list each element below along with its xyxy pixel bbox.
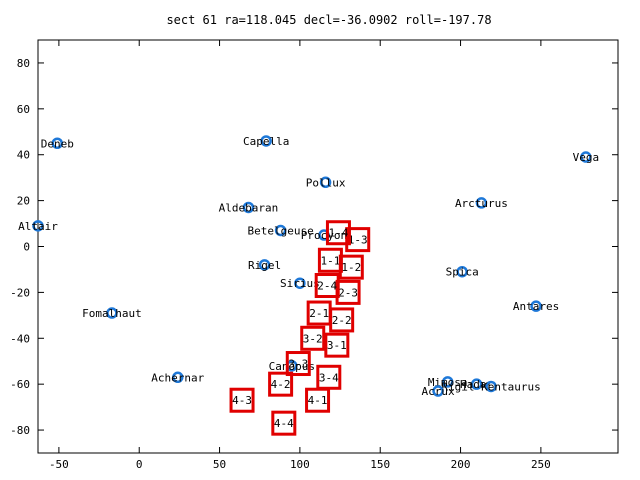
star-marker <box>319 176 332 189</box>
star-marker <box>274 224 287 237</box>
star-marker <box>32 220 44 232</box>
star-label: Achernar <box>151 371 204 384</box>
star-marker <box>242 201 255 214</box>
sector-label: 3-1 <box>327 339 347 352</box>
star-label: Acrux <box>421 385 454 398</box>
x-tick-label: 100 <box>290 458 310 471</box>
sector-box <box>314 273 340 299</box>
sector-label: 1-4 <box>329 227 349 240</box>
sector-label: 4-2 <box>271 378 291 391</box>
sector-label: 1-1 <box>320 254 340 267</box>
star-marker <box>475 197 488 209</box>
sector-box <box>329 307 355 333</box>
star-marker <box>580 151 592 163</box>
sector-label: 3-2 <box>303 332 323 345</box>
y-tick-label: -60 <box>10 378 30 391</box>
sector-box <box>305 387 331 413</box>
sector-box <box>300 325 326 351</box>
sector-box <box>229 387 255 413</box>
x-tick-label: 0 <box>136 458 143 471</box>
x-tick-label: 250 <box>531 458 551 471</box>
star-marker <box>294 277 306 289</box>
sector-box <box>271 410 297 436</box>
chart-title: sect 61 ra=118.045 decl=-36.0902 roll=-1… <box>166 13 491 27</box>
star-marker <box>432 385 444 397</box>
sector-box <box>285 351 311 377</box>
sector-label: 1-3 <box>348 234 368 247</box>
star-label: Betelgeuse <box>247 224 313 237</box>
star-label: Pollux <box>306 176 346 189</box>
star-label: Vega <box>573 151 600 164</box>
sector-label: 3-3 <box>288 358 308 371</box>
sector-label: 3-4 <box>319 371 339 384</box>
star-marker <box>106 307 118 319</box>
star-label: Fomalhaut <box>82 307 142 320</box>
sector-label: 2-4 <box>317 280 337 293</box>
star-marker <box>530 300 542 312</box>
sector-label: 2-3 <box>338 286 358 299</box>
x-tick-label: 50 <box>213 458 226 471</box>
y-tick-label: -40 <box>10 332 30 345</box>
sector-boxes: 1-11-2 1-31-4 2-12-2 2-32-4 3-1 3-2 3-3 3-4 4-1 4… <box>229 220 371 436</box>
star-marker <box>456 265 468 278</box>
star-marker <box>260 135 272 147</box>
star-label: Deneb <box>41 137 74 150</box>
star-marker <box>172 371 184 384</box>
sector-label: 1-2 <box>341 261 361 274</box>
x-tick-label: -50 <box>49 458 69 471</box>
star-label: Spica <box>446 266 479 279</box>
star-label: Antares <box>513 300 559 313</box>
y-tick-label: -20 <box>10 286 30 299</box>
star-marker <box>258 259 271 271</box>
star-label: Capella <box>243 135 289 148</box>
star-label: Procyon <box>301 229 347 242</box>
y-tick-label: 60 <box>17 103 30 116</box>
sector-label: 4-4 <box>274 417 294 430</box>
star-label: Rigel <box>248 259 281 272</box>
sector-box <box>325 220 351 246</box>
y-tick-label: 0 <box>23 241 30 254</box>
star-label: Aldebaran <box>219 201 279 214</box>
y-tick-label: 40 <box>17 149 30 162</box>
sector-label: 4-1 <box>308 394 328 407</box>
sector-label: 2-2 <box>332 314 352 327</box>
x-tick-label: 200 <box>451 458 471 471</box>
star-label: Arcturus <box>455 197 508 210</box>
y-tick-label: -80 <box>10 424 30 437</box>
star-markers: Deneb Capella Vega Pollux Arcturus Aldebaran A… <box>18 135 599 398</box>
sector-label: 2-1 <box>309 307 329 320</box>
star-label: Rigil Kentaurus <box>441 380 540 393</box>
star-marker <box>51 137 64 149</box>
sector-label: 4-3 <box>232 394 252 407</box>
y-tick-label: 80 <box>17 57 30 70</box>
star-marker <box>441 376 454 388</box>
star-label: Canopus <box>269 360 315 373</box>
star-marker <box>485 380 497 393</box>
sector-box <box>345 227 371 253</box>
star-marker <box>470 378 483 390</box>
y-tick-label: 20 <box>17 195 30 208</box>
x-tick-label: 150 <box>370 458 390 471</box>
sector-box <box>268 371 294 397</box>
axis-ticks: -50 0 50 100 150 200 250 -80 -60 -40 -20 0 20 40 60 80 <box>10 40 618 471</box>
star-label: Sirius <box>280 277 320 290</box>
star-label: Altair <box>18 220 58 233</box>
star-label: Hadar <box>460 378 493 391</box>
sector-box <box>324 332 350 358</box>
sector-box <box>338 254 364 280</box>
